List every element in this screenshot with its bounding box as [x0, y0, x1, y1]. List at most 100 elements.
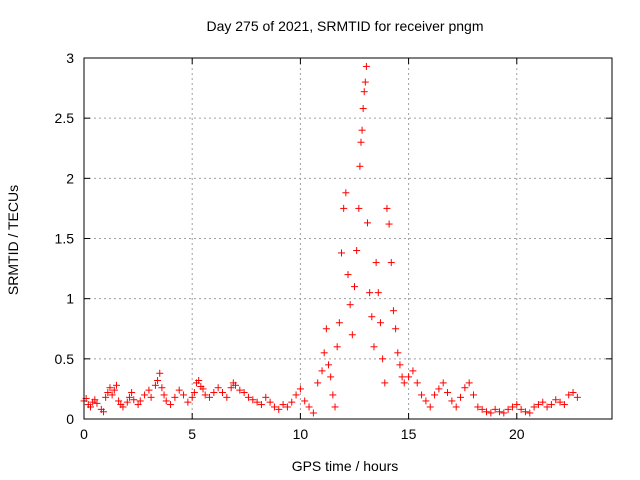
- data-point: [110, 386, 118, 394]
- data-point: [123, 398, 131, 406]
- data-point: [141, 391, 149, 399]
- data-point: [253, 398, 261, 406]
- y-tick-label: 1.5: [55, 231, 75, 247]
- data-point: [418, 391, 426, 399]
- data-point: [426, 403, 434, 411]
- data-point: [457, 393, 465, 401]
- data-point: [556, 398, 564, 406]
- data-point: [214, 384, 222, 392]
- y-tick-label: 0: [66, 411, 74, 427]
- data-point: [227, 384, 235, 392]
- data-point: [470, 391, 478, 399]
- axis-ticks: 0 5 10 15 20 0 0.5 1 1.5 2 2.5 3: [55, 50, 612, 442]
- data-point: [396, 361, 404, 369]
- data-point: [355, 204, 363, 212]
- data-point: [435, 385, 443, 393]
- data-point: [368, 313, 376, 321]
- data-point: [353, 247, 361, 255]
- data-point: [526, 409, 534, 417]
- data-point: [145, 386, 153, 394]
- data-point: [218, 389, 226, 397]
- y-tick-label: 2.5: [55, 110, 75, 126]
- data-point: [547, 401, 555, 409]
- data-point: [160, 391, 168, 399]
- y-tick-label: 3: [66, 50, 74, 66]
- data-point: [283, 403, 291, 411]
- data-point: [448, 397, 456, 405]
- data-point: [474, 403, 482, 411]
- data-point: [154, 376, 162, 384]
- data-point: [318, 367, 326, 375]
- data-point: [517, 405, 525, 413]
- data-point: [296, 385, 304, 393]
- data-point: [320, 349, 328, 357]
- data-point: [128, 389, 136, 397]
- data-point: [195, 376, 203, 384]
- data-point: [86, 403, 94, 411]
- data-point: [565, 391, 573, 399]
- data-point: [130, 396, 138, 404]
- data-point: [151, 381, 159, 389]
- data-point: [331, 403, 339, 411]
- data-point: [223, 393, 231, 401]
- data-point: [491, 405, 499, 413]
- data-point: [372, 259, 380, 267]
- data-point: [374, 289, 382, 297]
- data-point: [389, 307, 397, 315]
- data-point: [309, 409, 317, 417]
- y-tick-label: 1: [66, 291, 74, 307]
- data-point: [422, 397, 430, 405]
- data-point: [288, 398, 296, 406]
- data-point: [340, 204, 348, 212]
- data-point: [344, 271, 352, 279]
- data-point: [119, 403, 127, 411]
- data-point: [167, 401, 175, 409]
- y-tick-label: 0.5: [55, 351, 75, 367]
- data-point: [398, 373, 406, 381]
- data-point: [392, 325, 400, 333]
- data-point: [322, 325, 330, 333]
- data-point: [262, 393, 270, 401]
- data-point: [513, 401, 521, 409]
- data-point: [115, 397, 123, 405]
- data-point: [249, 396, 257, 404]
- data-point: [360, 88, 368, 96]
- data-point: [444, 389, 452, 397]
- data-point: [270, 403, 278, 411]
- data-point: [104, 389, 112, 397]
- data-point: [530, 403, 538, 411]
- data-point: [108, 391, 116, 399]
- data-point: [361, 78, 369, 86]
- data-point: [465, 379, 473, 387]
- data-point: [175, 386, 183, 394]
- data-point: [413, 379, 421, 387]
- data-point: [495, 408, 503, 416]
- data-point: [292, 391, 300, 399]
- data-point: [335, 319, 343, 327]
- data-point: [543, 403, 551, 411]
- data-point: [93, 399, 101, 407]
- data-point: [106, 384, 114, 392]
- data-point: [363, 219, 371, 227]
- data-point: [381, 379, 389, 387]
- data-point: [357, 138, 365, 146]
- x-axis-label: GPS time / hours: [292, 458, 399, 474]
- grid-lines: [84, 58, 612, 419]
- data-point: [125, 393, 133, 401]
- data-point: [362, 62, 370, 70]
- data-point: [431, 391, 439, 399]
- data-point: [327, 373, 335, 381]
- data-point: [387, 259, 395, 267]
- data-point: [359, 105, 367, 113]
- data-point: [244, 393, 252, 401]
- data-point: [358, 126, 366, 134]
- data-point: [333, 343, 341, 351]
- data-point: [376, 319, 384, 327]
- data-point: [156, 369, 164, 377]
- data-point: [504, 405, 512, 413]
- data-point: [210, 389, 218, 397]
- data-point: [325, 361, 333, 369]
- data-point: [184, 398, 192, 406]
- data-point: [171, 393, 179, 401]
- data-point: [534, 401, 542, 409]
